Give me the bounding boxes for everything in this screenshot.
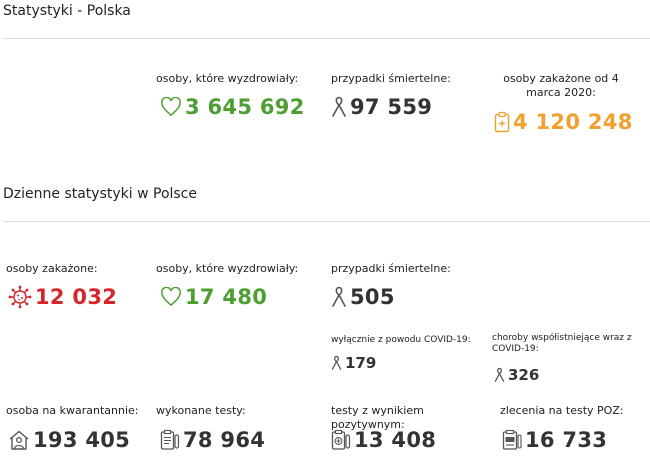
heart-icon (160, 287, 182, 307)
section-divider (3, 221, 650, 222)
stat-positive-tests: 13 408 (331, 428, 436, 452)
stat-label-comorbid: choroby współistniejące wraz z COVID-19: (492, 333, 632, 354)
ribbon-icon (331, 355, 342, 371)
stat-value: 193 405 (33, 428, 131, 452)
stat-daily-deaths: 505 (331, 285, 395, 309)
stat-label-total-infected: osoby zakażone od 4 marca 2020: (503, 72, 619, 99)
ribbon-icon (331, 286, 347, 308)
stat-quarantine: 193 405 (8, 428, 130, 452)
stat-value: 13 408 (354, 428, 437, 452)
stat-label-daily-deaths: przypadki śmiertelne: (331, 262, 451, 275)
stat-label-quarantine: osoba na kwarantannie: (6, 404, 139, 417)
stat-comorbid-deaths: 326 (494, 366, 539, 384)
stat-label-positive-tests: testy z wynikiem pozytywnym: (331, 404, 424, 431)
section-title-daily: Dzienne statystyki w Polsce (3, 186, 197, 202)
stat-value: 179 (345, 354, 377, 372)
house-person-icon (8, 429, 30, 451)
stat-covid-only-deaths: 179 (331, 354, 376, 372)
stat-value: 12 032 (35, 285, 118, 309)
stat-daily-recovered: 17 480 (160, 285, 267, 309)
stat-value: 3 645 692 (185, 95, 305, 119)
stat-total-recovered: 3 645 692 (160, 95, 305, 119)
stat-label-tests: wykonane testy: (156, 404, 246, 417)
stat-value: 16 733 (525, 428, 608, 452)
stat-value: 505 (350, 285, 395, 309)
clipboard-icon (494, 111, 510, 133)
ribbon-icon (494, 367, 505, 383)
section-title-poland: Statystyki - Polska (3, 3, 131, 19)
stat-poz-orders: 16 733 (502, 428, 607, 452)
stat-value: 78 964 (183, 428, 266, 452)
stat-tests: 78 964 (160, 428, 265, 452)
stat-label-covid-only: wyłącznie z powodu COVID-19: (331, 335, 471, 345)
poz-document-icon (502, 429, 522, 451)
test-list-icon (160, 429, 180, 451)
stat-label-total-recovered: osoby, które wyzdrowiały: (156, 72, 299, 85)
stat-value: 4 120 248 (513, 110, 633, 134)
ribbon-icon (331, 96, 347, 118)
stat-value: 97 559 (350, 95, 433, 119)
stat-label-daily-infected: osoby zakażone: (6, 262, 98, 275)
stat-label-daily-recovered: osoby, które wyzdrowiały: (156, 262, 299, 275)
stat-total-deaths: 97 559 (331, 95, 432, 119)
heart-icon (160, 97, 182, 117)
positive-test-icon (331, 429, 351, 451)
stat-daily-infected: 12 032 (8, 285, 117, 309)
virus-icon (8, 285, 32, 309)
stat-total-infected: 4 120 248 (494, 110, 633, 134)
stat-value: 17 480 (185, 285, 268, 309)
stat-label-total-deaths: przypadki śmiertelne: (331, 72, 451, 85)
section-divider (3, 38, 650, 39)
stat-value: 326 (508, 366, 540, 384)
stat-label-poz-orders: zlecenia na testy POZ: (500, 404, 624, 417)
